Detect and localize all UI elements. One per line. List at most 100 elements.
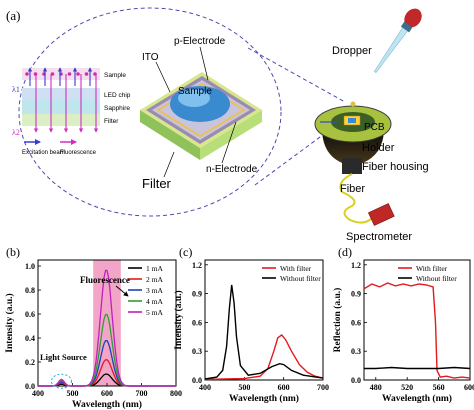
beam-arrows [27,67,99,133]
legend-label: 5 mA [146,308,163,317]
chip-label-p-electrode: p-Electrode [174,36,226,47]
y-tick-label: 0.6 [25,310,35,319]
legend-label: With filter [280,264,312,273]
chip-leader-filter [163,151,175,178]
chip-label-filter: Filter [142,176,172,191]
chip-label-sample: Sample [178,86,212,97]
dropper-collar [400,21,413,33]
layer-sapphire [22,100,100,114]
setup-label-dropper: Dropper [332,45,372,57]
x-tick-label: 600 [464,383,474,392]
x-tick-label: 800 [170,389,182,398]
legend-label: 1 mA [146,264,163,273]
y-axis-label: Reflection (a.u.) [332,288,343,353]
legend-label: 3 mA [146,286,163,295]
chip-3d: ITO p-Electrode Sample n-Electrode Filte… [140,36,262,191]
fiber-coil [339,173,373,224]
chip-leader-ito [155,61,171,93]
y-tick-label: 0.6 [351,318,361,327]
y-axis-label: Intensity (a.u.) [4,293,15,352]
panel-b: 400 500 600 700 800 0.0 0.2 0.4 0.6 0.8 1.0 Wavelen… [4,245,182,410]
schematic-label-filter: Filter [104,118,119,125]
y-tick-label: 0.3 [351,347,361,356]
legend-label: Without filter [280,274,321,283]
x-tick-label: 500 [67,389,79,398]
y-tick-label: 0.4 [25,334,35,343]
chip-label-n-electrode: n-Electrode [206,164,258,175]
y-tick-label: 0.9 [351,290,361,299]
x-tick-label: 560 [433,383,445,392]
panel-a-label: (a) [6,8,20,23]
legend-label: With filter [416,264,448,273]
panel-label: (d) [338,245,352,259]
spectrometer-body [368,203,395,226]
dropper-bulb [404,8,422,28]
x-tick-label: 400 [199,383,211,392]
holder-screw [350,101,356,107]
annotation-light-source: Light Source [40,352,87,362]
setup-label-fiber-housing: Fiber housing [362,161,429,173]
x-tick-label: 500 [238,383,250,392]
chip-sample-highlight [178,89,210,107]
x-tick-label: 600 [278,383,290,392]
schematic-label-sample: Sample [104,72,126,79]
y-tick-label: 0.9 [192,290,202,299]
series-line [204,284,324,380]
y-tick-label: 0.0 [192,376,202,385]
panel-label: (b) [6,245,20,259]
zoom-connector-bottom [254,125,336,186]
chip-leader-n-electrode [221,121,237,164]
series-line [204,333,324,381]
setup-label-spectrometer: Spectrometer [346,231,412,243]
schematic-label-lambda2: λ2 [12,128,20,137]
series-line [364,366,471,370]
setup-label-pcb: PCB [364,122,385,133]
y-tick-label: 0.3 [192,347,202,356]
y-tick-label: 0.8 [25,286,35,295]
annotation-fluorescence: Fluorescence [80,275,130,285]
sample-particle [67,72,72,76]
zoom-connector-top [247,47,346,103]
y-tick-label: 0.6 [192,318,202,327]
y-tick-label: 1.0 [25,262,35,271]
x-axis-label: Wavelength (nm) [229,393,299,404]
chip-leader-p-electrode [199,46,209,81]
legend-label: 2 mA [146,275,163,284]
y-axis-label: Intensity (a.u.) [173,290,184,349]
x-tick-label: 520 [401,383,413,392]
x-tick-label: 480 [370,383,382,392]
annotation-fluorescence-arrow [115,285,129,297]
dropper-tube [373,27,408,73]
sample-particle [84,72,89,76]
schematic-label-sapphire: Sapphire [104,105,130,112]
x-tick-label: 600 [101,389,113,398]
y-tick-label: 0.0 [351,376,361,385]
y-tick-label: 0.0 [25,382,35,391]
sample-particle [50,72,55,76]
x-tick-label: 400 [32,389,44,398]
y-tick-label: 1.2 [351,261,361,270]
plot-frame [204,259,324,381]
panel-a: (a) Sample λ1 LED chip Sapphire Filter λ… [6,7,429,243]
led-chip-sample-spot [348,118,356,123]
schematic-label-lambda1: λ1 [12,85,20,94]
x-tick-label: 700 [136,389,148,398]
setup-label-fiber: Fiber [340,183,365,195]
spectrometer [368,203,395,226]
series-line [363,282,471,379]
dropper [373,8,422,73]
y-tick-label: 1.2 [192,261,202,270]
panel-d: 480 520 560 600 0.0 0.3 0.6 0.9 1.2 Wavelength (n… [332,245,474,404]
x-axis-label: Wavelength (nm) [382,393,452,404]
sample-particle [25,72,29,76]
legend-label: Without filter [416,274,457,283]
panel-c: 400 500 600 700 0.0 0.3 0.6 0.9 1.2 Wavelength (n… [173,245,329,404]
layer-schematic: Sample λ1 LED chip Sapphire Filter λ2 Ex… [12,67,131,156]
panel-label: (c) [179,245,192,259]
setup-label-holder: Holder [362,142,395,154]
x-axis-label: Wavelength (nm) [72,399,142,410]
chip-label-ito: ITO [142,52,159,63]
y-tick-label: 0.2 [25,358,35,367]
legend-excitation-label: Excitation beam [22,150,65,156]
light-source-circle [50,373,72,389]
